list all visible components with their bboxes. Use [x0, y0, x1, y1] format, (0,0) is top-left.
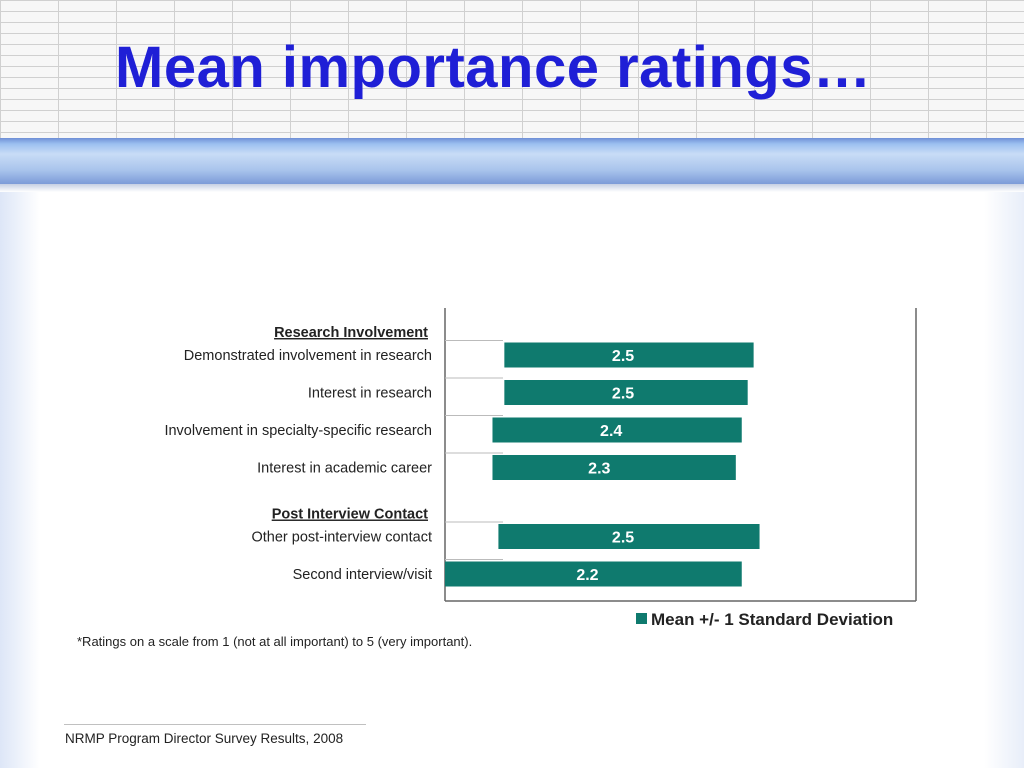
- sd-range-bar: [504, 342, 754, 368]
- sd-range-bar: [498, 524, 760, 549]
- left-edge-glow: [0, 192, 40, 768]
- footnote: *Ratings on a scale from 1 (not at all i…: [77, 634, 473, 649]
- mean-value-label: 2.5: [612, 530, 634, 547]
- category-label: Involvement in specialty-specific resear…: [164, 423, 432, 439]
- category-label: Interest in academic career: [257, 461, 432, 477]
- sd-range-bar: [492, 455, 736, 480]
- title-band: [0, 138, 1024, 184]
- category-label: Second interview/visit: [293, 567, 432, 583]
- legend-swatch: [636, 613, 647, 624]
- header-grid: [0, 0, 1024, 138]
- legend-label: Mean +/- 1 Standard Deviation: [651, 610, 893, 629]
- source-citation: NRMP Program Director Survey Results, 20…: [65, 731, 344, 746]
- sd-range-bar: [492, 417, 742, 443]
- group-label: Post Interview Contact: [272, 507, 428, 523]
- source-divider: [64, 724, 366, 725]
- group-label: Research Involvement: [274, 325, 428, 341]
- category-label: Interest in research: [308, 386, 432, 402]
- mean-value-label: 2.5: [612, 386, 634, 403]
- sd-range-bar: [445, 561, 742, 587]
- slide-title: Mean importance ratings…: [115, 35, 872, 100]
- mean-value-label: 2.2: [576, 567, 598, 584]
- mean-value-label: 2.5: [612, 348, 634, 365]
- mean-value-label: 2.3: [588, 461, 610, 478]
- title-band-shadow: [0, 184, 1024, 192]
- mean-value-label: 2.4: [600, 423, 622, 440]
- category-label: Demonstrated involvement in research: [184, 348, 432, 364]
- right-edge-glow: [984, 192, 1024, 768]
- category-label: Other post-interview contact: [251, 530, 432, 546]
- sd-range-bar: [504, 380, 748, 405]
